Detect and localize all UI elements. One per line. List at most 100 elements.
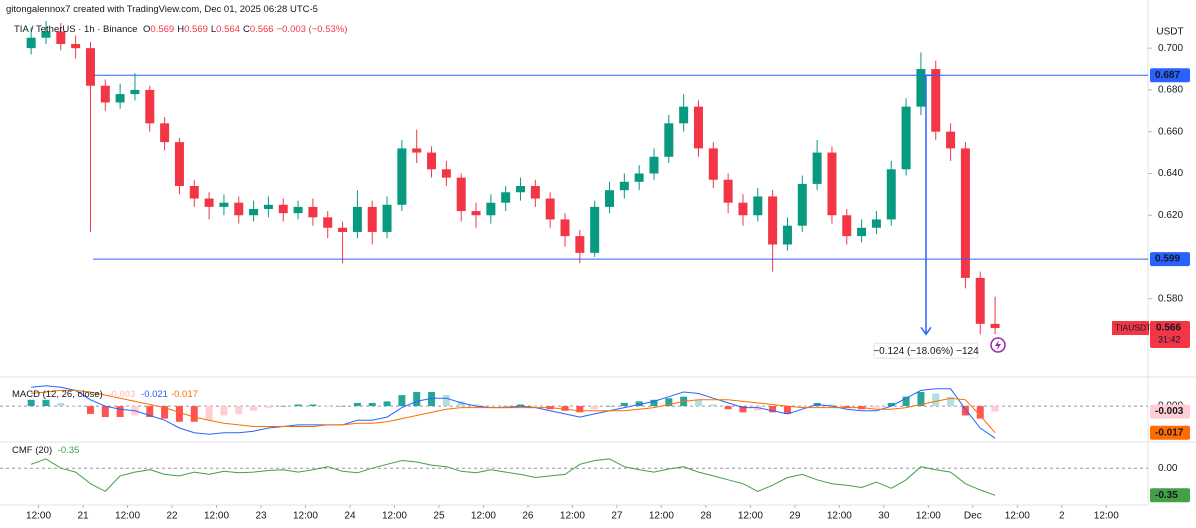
level-label: 0.599 [1155, 254, 1180, 265]
candle-body [367, 206, 377, 232]
candle-body [723, 179, 733, 203]
candle-body [530, 186, 540, 199]
x-tick-label: 12:00 [471, 511, 496, 522]
x-tick-label: 27 [611, 511, 623, 522]
ohlc-key: C [242, 24, 250, 35]
histogram-bar [917, 391, 925, 407]
candle-body [886, 169, 896, 220]
histogram-bar [220, 406, 228, 416]
x-tick-label: 12:00 [1094, 511, 1119, 522]
hist-badge: -0.003 [1155, 406, 1184, 417]
histogram-bar [754, 406, 762, 411]
histogram-bar [86, 406, 94, 414]
level-label-bg [1150, 68, 1190, 83]
symbol-legend: TIA / TetherUS · 1h · Binance O0.569 H0.5… [14, 24, 350, 35]
legend-value: -0.021 [141, 389, 168, 400]
last-price: 0.566 [1156, 323, 1181, 334]
histogram-bar [353, 402, 361, 407]
x-tick-label: 30 [878, 511, 890, 522]
x-tick-label: 28 [700, 511, 712, 522]
candle-body [249, 208, 259, 216]
candle-body [397, 148, 407, 205]
candle-body [545, 198, 555, 220]
candle-body [842, 215, 852, 237]
legend-value: -0.003 [108, 389, 136, 400]
histogram-bar [517, 404, 525, 407]
x-tick-label: 22 [166, 511, 178, 522]
histogram-bar [635, 401, 643, 407]
change: −0.003 (−0.53%) [276, 24, 348, 35]
x-tick-label: 12:00 [738, 511, 763, 522]
histogram-bar [694, 399, 702, 407]
y-tick-label: 0.580 [1158, 293, 1183, 304]
histogram-bar [872, 406, 880, 408]
candle-body [189, 186, 199, 199]
histogram-bar [457, 401, 465, 407]
histogram-bar [472, 404, 480, 407]
candle-body [590, 206, 600, 253]
histogram-bar [57, 402, 65, 407]
candle-body [145, 89, 155, 124]
candle-body [323, 217, 333, 228]
x-tick-label: 26 [522, 511, 534, 522]
candle-body [471, 211, 481, 216]
ohlc-key: H [177, 24, 185, 35]
candle-body [753, 196, 763, 216]
histogram-bar [991, 406, 999, 412]
indicator-badge-bg [1150, 488, 1190, 503]
candle-body [56, 31, 66, 44]
candle-body [501, 192, 511, 203]
histogram-bar [398, 395, 406, 407]
histogram-bar [947, 396, 955, 407]
candle-body [812, 152, 822, 184]
histogram-bar [561, 406, 569, 411]
histogram-bar [116, 406, 124, 418]
y-tick-label: 0.00 [1158, 463, 1178, 474]
candle-body [100, 85, 110, 103]
histogram-bar [828, 404, 836, 407]
candle-body [174, 142, 184, 186]
histogram-bar [976, 406, 984, 419]
histogram-bar [175, 406, 183, 422]
candle-body [664, 123, 674, 157]
pane-title: MACD (12, 26, close) [12, 389, 103, 400]
attribution: gitongalennox7 created with TradingView.… [6, 4, 318, 15]
measure-arrowhead [920, 326, 932, 336]
candle-body [412, 148, 422, 153]
histogram-bar [324, 406, 332, 407]
histogram-bar [428, 391, 436, 407]
legend-value: -0.017 [170, 389, 198, 400]
x-tick-label: 12:00 [1005, 511, 1030, 522]
candle-body [560, 219, 570, 237]
candle-body [130, 89, 140, 95]
x-tick-label: 12:00 [204, 511, 229, 522]
histogram-bar [279, 406, 287, 407]
candle-body [931, 69, 941, 132]
histogram-bar [961, 406, 969, 416]
candle-body [382, 204, 392, 232]
candle-body [516, 186, 526, 193]
candle-body [990, 323, 1000, 329]
histogram-bar [724, 406, 732, 410]
histogram-bar [146, 406, 154, 418]
histogram-bar [650, 399, 658, 407]
alert-icon [990, 337, 1006, 353]
histogram-bar [902, 396, 910, 407]
candle-body [960, 148, 970, 278]
candle-body [738, 202, 748, 216]
candle-body [160, 123, 170, 143]
candle-body [708, 148, 718, 180]
y-tick-label: 0.700 [1158, 43, 1183, 54]
histogram-bar [368, 402, 376, 407]
histogram-bar [769, 406, 777, 413]
pane-title: CMF (20) [12, 445, 53, 456]
indicator-badge: -0.35 [1155, 490, 1178, 501]
x-tick-label: 21 [77, 511, 89, 522]
cmf-legend: CMF (20) -0.35 [12, 445, 82, 456]
ohlc-key: O [143, 24, 151, 35]
candle-body [797, 183, 807, 226]
candle-body [901, 106, 911, 170]
candle-body [486, 202, 496, 216]
measure-label-bg [873, 342, 979, 359]
x-tick-label: 23 [255, 511, 267, 522]
